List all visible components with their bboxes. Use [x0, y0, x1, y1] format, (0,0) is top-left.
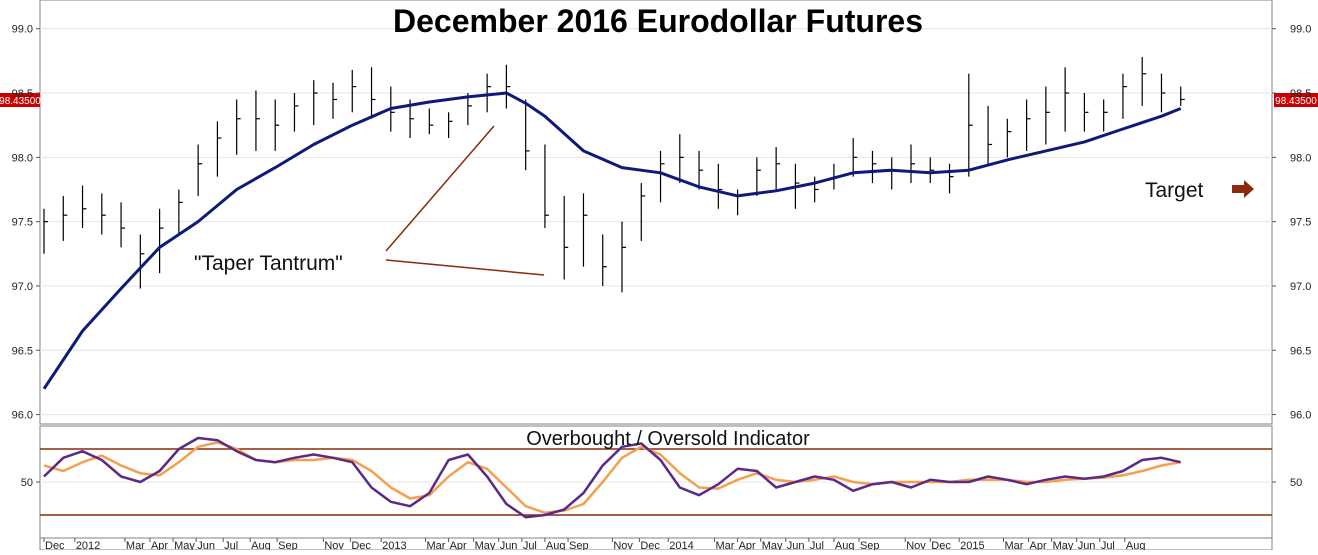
x-tick-label: Apr	[739, 540, 756, 550]
x-tick-label: Nov	[906, 540, 926, 550]
y-tick-label-right: 97.0	[1290, 281, 1311, 293]
taper-tantrum-arrow-down	[385, 259, 545, 276]
x-tick-label: Aug	[251, 540, 271, 550]
main-panel-frame	[39, 0, 1273, 425]
y-tick-label-left: 98.5	[12, 88, 33, 100]
x-tick-label: May	[475, 540, 496, 550]
x-tick-label: Dec	[351, 540, 371, 550]
x-axis: Dec 2012 Mar Apr May Jun Jul Aug Sep Nov Dec 2013 Ma…	[43, 538, 1146, 552]
x-tick-label: Sep	[569, 540, 589, 550]
oscillator-y-axis: 50 50	[21, 477, 1303, 489]
oscillator-fast-line	[43, 436, 1181, 519]
y-tick-label-left: 50	[21, 477, 33, 489]
x-tick-label: Jun	[1078, 540, 1096, 550]
taper-tantrum-label: "Taper Tantrum"	[194, 252, 343, 275]
y-tick-label-left: 96.0	[12, 410, 33, 422]
x-tick-label: Mar	[126, 540, 145, 550]
price-tag-right: 98.43500	[1275, 96, 1317, 107]
price-bars	[43, 57, 1185, 293]
y-tick-label-right: 96.0	[1290, 410, 1311, 422]
price-tag-left: 98.43500	[0, 96, 41, 107]
x-tick-label: Jul	[224, 540, 238, 550]
x-tick-label: 2015	[960, 540, 984, 550]
main-y-axis: 96.0 96.0 96.5 96.5 97.0 97.0 97.5 97.5 98.0 98.0…	[12, 24, 1312, 422]
x-tick-label: 2014	[669, 540, 693, 550]
x-tick-label: Apr	[1030, 540, 1047, 550]
x-tick-label: Nov	[613, 540, 633, 550]
x-tick-label: Mar	[715, 540, 734, 550]
x-tick-label: Jun	[500, 540, 518, 550]
taper-tantrum-arrow-up	[385, 125, 495, 252]
x-tick-label: Mar	[1004, 540, 1023, 550]
y-tick-label-right: 98.5	[1290, 88, 1311, 100]
y-tick-label-right: 50	[1290, 477, 1302, 489]
x-tick-label: Aug	[835, 540, 855, 550]
x-tick-label: Apr	[450, 540, 467, 550]
x-tick-label: Dec	[640, 540, 660, 550]
oscillator-slow-line	[43, 441, 1181, 515]
chart-title: December 2016 Eurodollar Futures	[393, 3, 923, 39]
x-tick-label: Jul	[810, 540, 824, 550]
x-tick-label: Sep	[860, 540, 880, 550]
target-arrow-icon	[1232, 180, 1254, 198]
x-tick-label: Jul	[523, 540, 537, 550]
y-tick-label-left: 97.0	[12, 281, 33, 293]
x-tick-label: May	[174, 540, 195, 550]
y-tick-label-left: 96.5	[12, 345, 33, 357]
x-tick-label: 2012	[76, 540, 100, 550]
x-tick-label: Sep	[278, 540, 298, 550]
y-tick-label-right: 99.0	[1290, 24, 1311, 36]
x-tick-label: Apr	[151, 540, 168, 550]
y-tick-label-right: 96.5	[1290, 345, 1311, 357]
x-tick-label: Aug	[1126, 540, 1146, 550]
moving-average-line	[42, 91, 1182, 390]
price-tag-right-bg	[1274, 93, 1318, 107]
x-tick-label: 2013	[382, 540, 406, 550]
x-tick-label: Jun	[787, 540, 805, 550]
price-tag-left-bg	[0, 93, 40, 107]
y-tick-label-right: 98.0	[1290, 152, 1311, 164]
x-tick-label: May	[1053, 540, 1074, 550]
x-tick-label: Jun	[197, 540, 215, 550]
oscillator-title: Overbought / Oversold Indicator	[526, 428, 810, 450]
x-tick-label: Dec	[45, 540, 65, 550]
y-tick-label-left: 98.0	[12, 152, 33, 164]
y-tick-label-right: 97.5	[1290, 217, 1311, 229]
x-tick-label: Nov	[324, 540, 344, 550]
x-tick-label: Dec	[931, 540, 951, 550]
x-tick-label: Mar	[426, 540, 445, 550]
x-tick-label: May	[762, 540, 783, 550]
y-tick-label-left: 97.5	[12, 217, 33, 229]
x-tick-label: Jul	[1101, 540, 1115, 550]
x-tick-label: Aug	[546, 540, 566, 550]
target-label: Target	[1145, 179, 1204, 202]
y-tick-label-left: 99.0	[12, 24, 33, 36]
